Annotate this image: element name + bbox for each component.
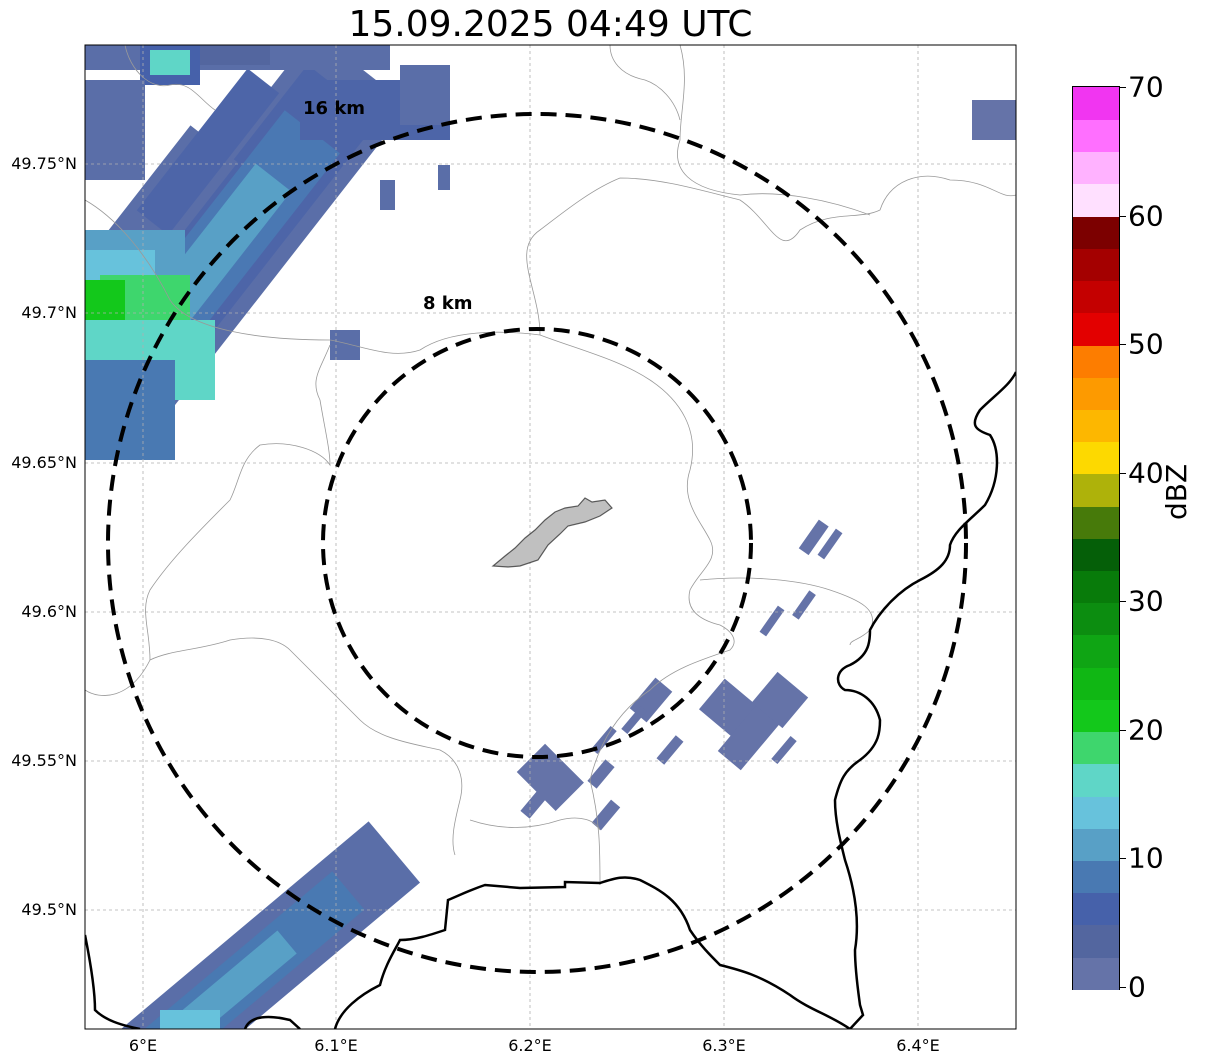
lat-tick-label: 49.65°N bbox=[11, 453, 77, 472]
colorbar-tick-label: 70 bbox=[1128, 70, 1164, 104]
colorbar-segment bbox=[1073, 956, 1119, 990]
lon-tick-label: 6°E bbox=[128, 1036, 158, 1055]
colorbar-tick-label: 0 bbox=[1128, 970, 1146, 1004]
colorbar-tick-label: 20 bbox=[1128, 713, 1164, 747]
map-frame bbox=[84, 44, 1017, 1030]
lon-tick-label: 6.4°E bbox=[896, 1036, 940, 1055]
lon-tick-label: 6.1°E bbox=[314, 1036, 358, 1055]
admin-boundaries bbox=[85, 45, 1016, 886]
colorbar-tick-label: 40 bbox=[1128, 456, 1164, 490]
colorbar-segment bbox=[1073, 473, 1119, 507]
colorbar-segment bbox=[1073, 924, 1119, 958]
colorbar-segment bbox=[1073, 795, 1119, 829]
colorbar-segment bbox=[1073, 151, 1119, 185]
colorbar-segment bbox=[1073, 602, 1119, 636]
colorbar-tick-label: 30 bbox=[1128, 584, 1164, 618]
lat-tick-label: 49.55°N bbox=[11, 751, 77, 770]
colorbar-tick bbox=[1119, 601, 1126, 603]
colorbar-segment bbox=[1073, 312, 1119, 346]
colorbar-segment bbox=[1073, 505, 1119, 539]
lon-tick-label: 6.3°E bbox=[702, 1036, 746, 1055]
colorbar-tick bbox=[1119, 987, 1126, 988]
colorbar-segment bbox=[1073, 409, 1119, 443]
colorbar-segment bbox=[1073, 666, 1119, 700]
colorbar-tick bbox=[1119, 858, 1126, 860]
ring-8km bbox=[321, 327, 753, 759]
range-rings bbox=[106, 112, 968, 974]
colorbar-tick-label: 60 bbox=[1128, 199, 1164, 233]
colorbar-segment bbox=[1073, 827, 1119, 861]
colorbar-tick bbox=[1119, 729, 1126, 731]
lat-tick-label: 49.5°N bbox=[21, 900, 77, 919]
colorbar-tick bbox=[1119, 472, 1126, 474]
map-title: 15.09.2025 04:49 UTC bbox=[348, 4, 753, 45]
colorbar-tick-label: 10 bbox=[1128, 841, 1164, 875]
colorbar-segment bbox=[1073, 634, 1119, 668]
lat-tick-label: 49.75°N bbox=[11, 154, 77, 173]
colorbar-tick-label: 50 bbox=[1128, 327, 1164, 361]
colorbar-segment bbox=[1073, 699, 1119, 733]
ring-label-8km: 8 km bbox=[423, 293, 473, 314]
colorbar-segment bbox=[1073, 441, 1119, 475]
lat-tick-label: 49.6°N bbox=[21, 602, 77, 621]
colorbar-tick bbox=[1119, 87, 1126, 88]
colorbar-segment bbox=[1073, 119, 1119, 153]
colorbar-unit-label: dBZ bbox=[1160, 463, 1193, 520]
colorbar-segment bbox=[1073, 538, 1119, 571]
colorbar-segment bbox=[1073, 280, 1119, 314]
lat-tick-label: 49.7°N bbox=[21, 303, 77, 322]
colorbar-segment bbox=[1073, 248, 1119, 282]
colorbar-segment bbox=[1073, 731, 1119, 765]
colorbar-tick bbox=[1119, 215, 1126, 217]
colorbar-segment bbox=[1073, 215, 1119, 249]
colorbar-segment bbox=[1073, 570, 1119, 604]
colorbar-segment bbox=[1073, 376, 1119, 410]
colorbar-tick bbox=[1119, 344, 1126, 346]
colorbar-segment bbox=[1073, 183, 1119, 217]
colorbar-segment bbox=[1073, 763, 1119, 797]
country-borders bbox=[85, 371, 1016, 1029]
colorbar bbox=[1072, 86, 1120, 990]
colorbar-segment bbox=[1073, 892, 1119, 926]
colorbar-segment bbox=[1073, 860, 1119, 894]
ring-16km bbox=[106, 112, 968, 974]
lon-tick-label: 6.2°E bbox=[508, 1036, 552, 1055]
town-outline bbox=[491, 497, 613, 568]
colorbar-segment bbox=[1073, 87, 1119, 120]
ring-label-16km: 16 km bbox=[303, 98, 366, 119]
radar-echoes bbox=[85, 45, 1016, 1029]
colorbar-segment bbox=[1073, 344, 1119, 378]
